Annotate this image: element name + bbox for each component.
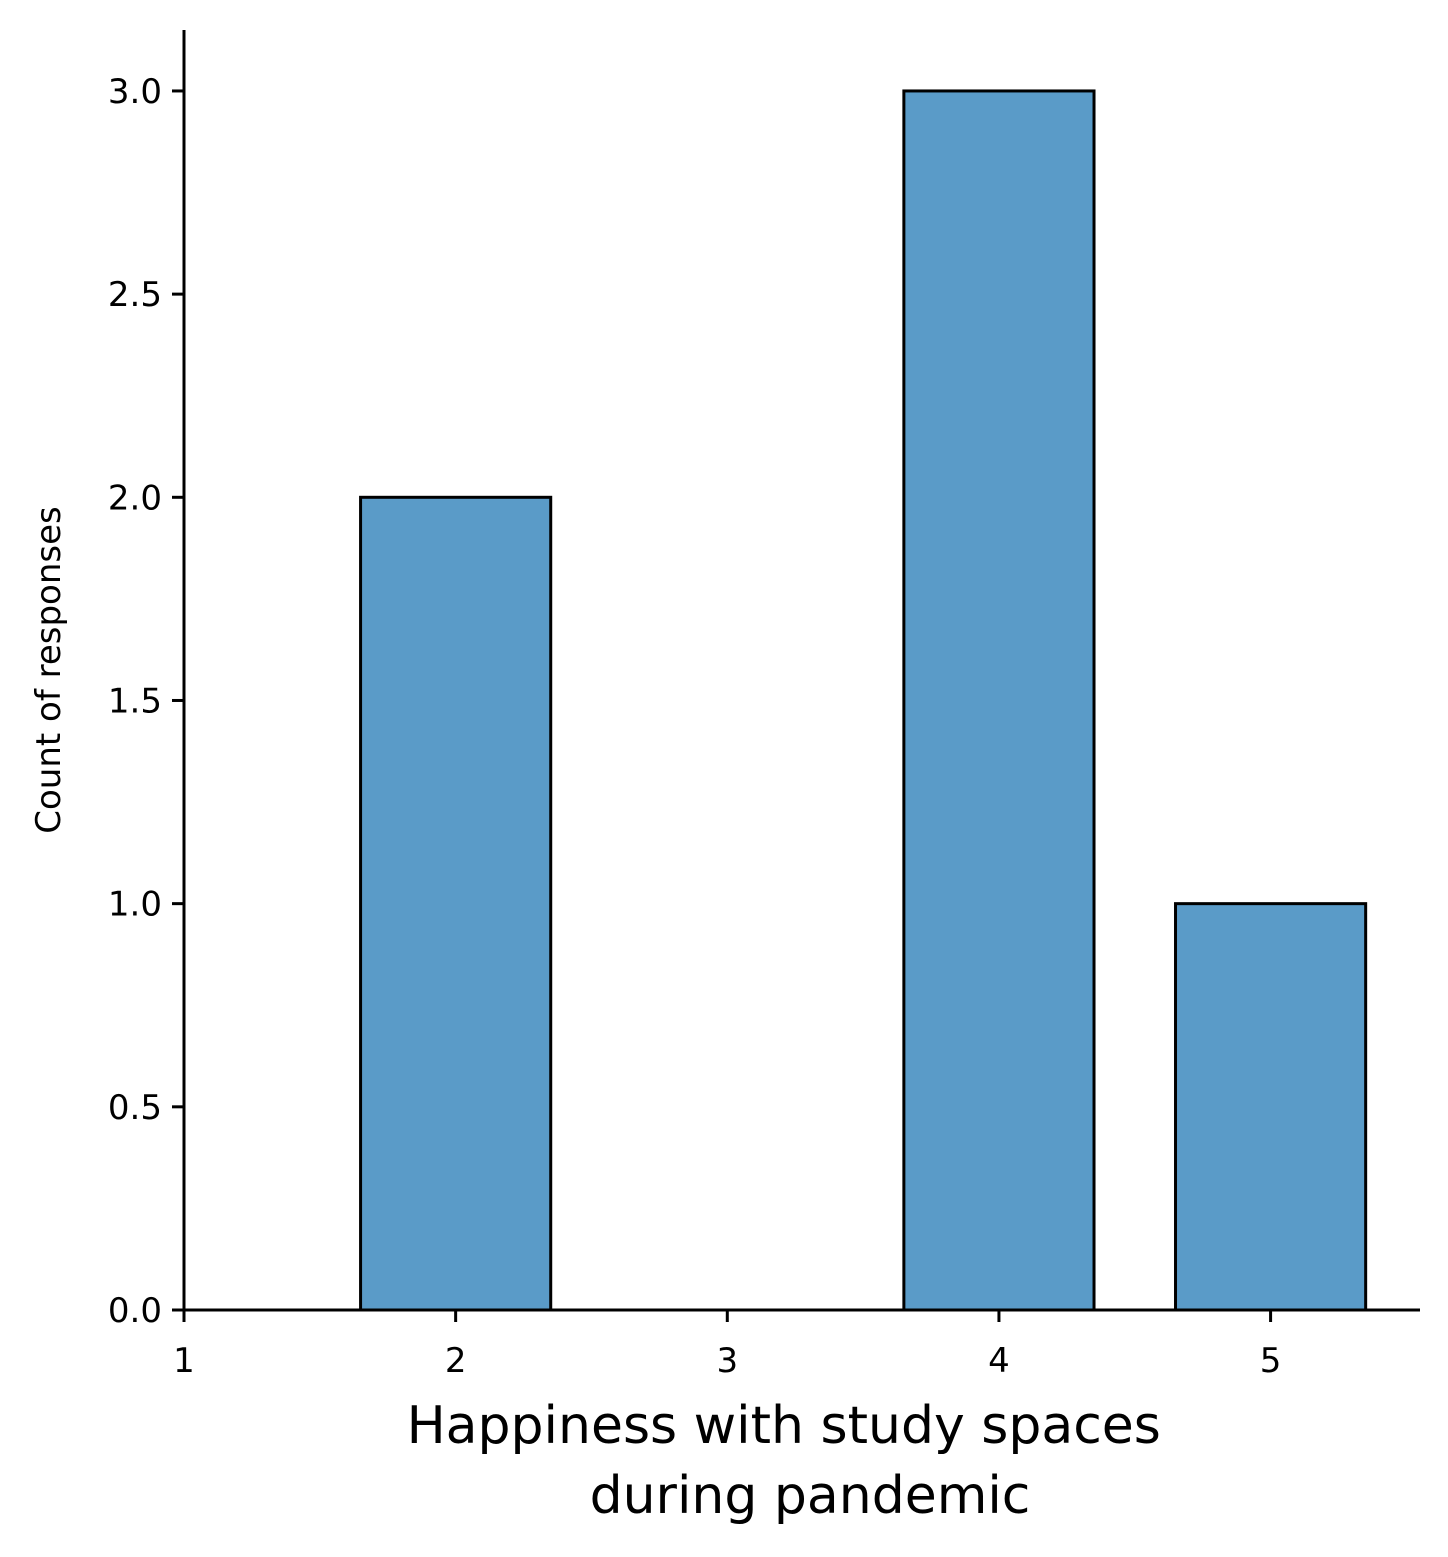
bar-4: [902, 89, 1096, 1312]
x-axis-title: Happiness with study spaces during pande…: [407, 1396, 1178, 1526]
x-tick-label: 2: [445, 1341, 467, 1381]
bar-5: [1174, 902, 1368, 1312]
x-tick-label: 4: [988, 1341, 1010, 1381]
x-axis-title-line-2: during pandemic: [590, 1466, 1031, 1526]
y-tick-label: 2.5: [108, 275, 162, 315]
y-tick-label: 1.5: [108, 681, 162, 721]
y-axis-ticks: 0.0 0.5 1.0 1.5 2.0 2.5 3.0: [108, 72, 184, 1331]
bar-2: [359, 495, 553, 1312]
y-tick-label: 2.0: [108, 478, 162, 518]
bars-group: [359, 89, 1368, 1312]
y-tick-label: 0.5: [108, 1088, 162, 1128]
y-tick-label: 1.0: [108, 885, 162, 925]
y-tick-label: 3.0: [108, 72, 162, 112]
x-tick-label: 5: [1260, 1341, 1282, 1381]
x-axis-title-line-1: Happiness with study spaces: [407, 1396, 1161, 1456]
y-tick-label: 0.0: [108, 1291, 162, 1331]
x-axis-ticks: 1 2 3 4 5: [173, 1310, 1281, 1381]
y-axis-title: Count of responses: [29, 506, 69, 834]
x-tick-label: 3: [716, 1341, 738, 1381]
x-tick-label: 1: [173, 1341, 195, 1381]
